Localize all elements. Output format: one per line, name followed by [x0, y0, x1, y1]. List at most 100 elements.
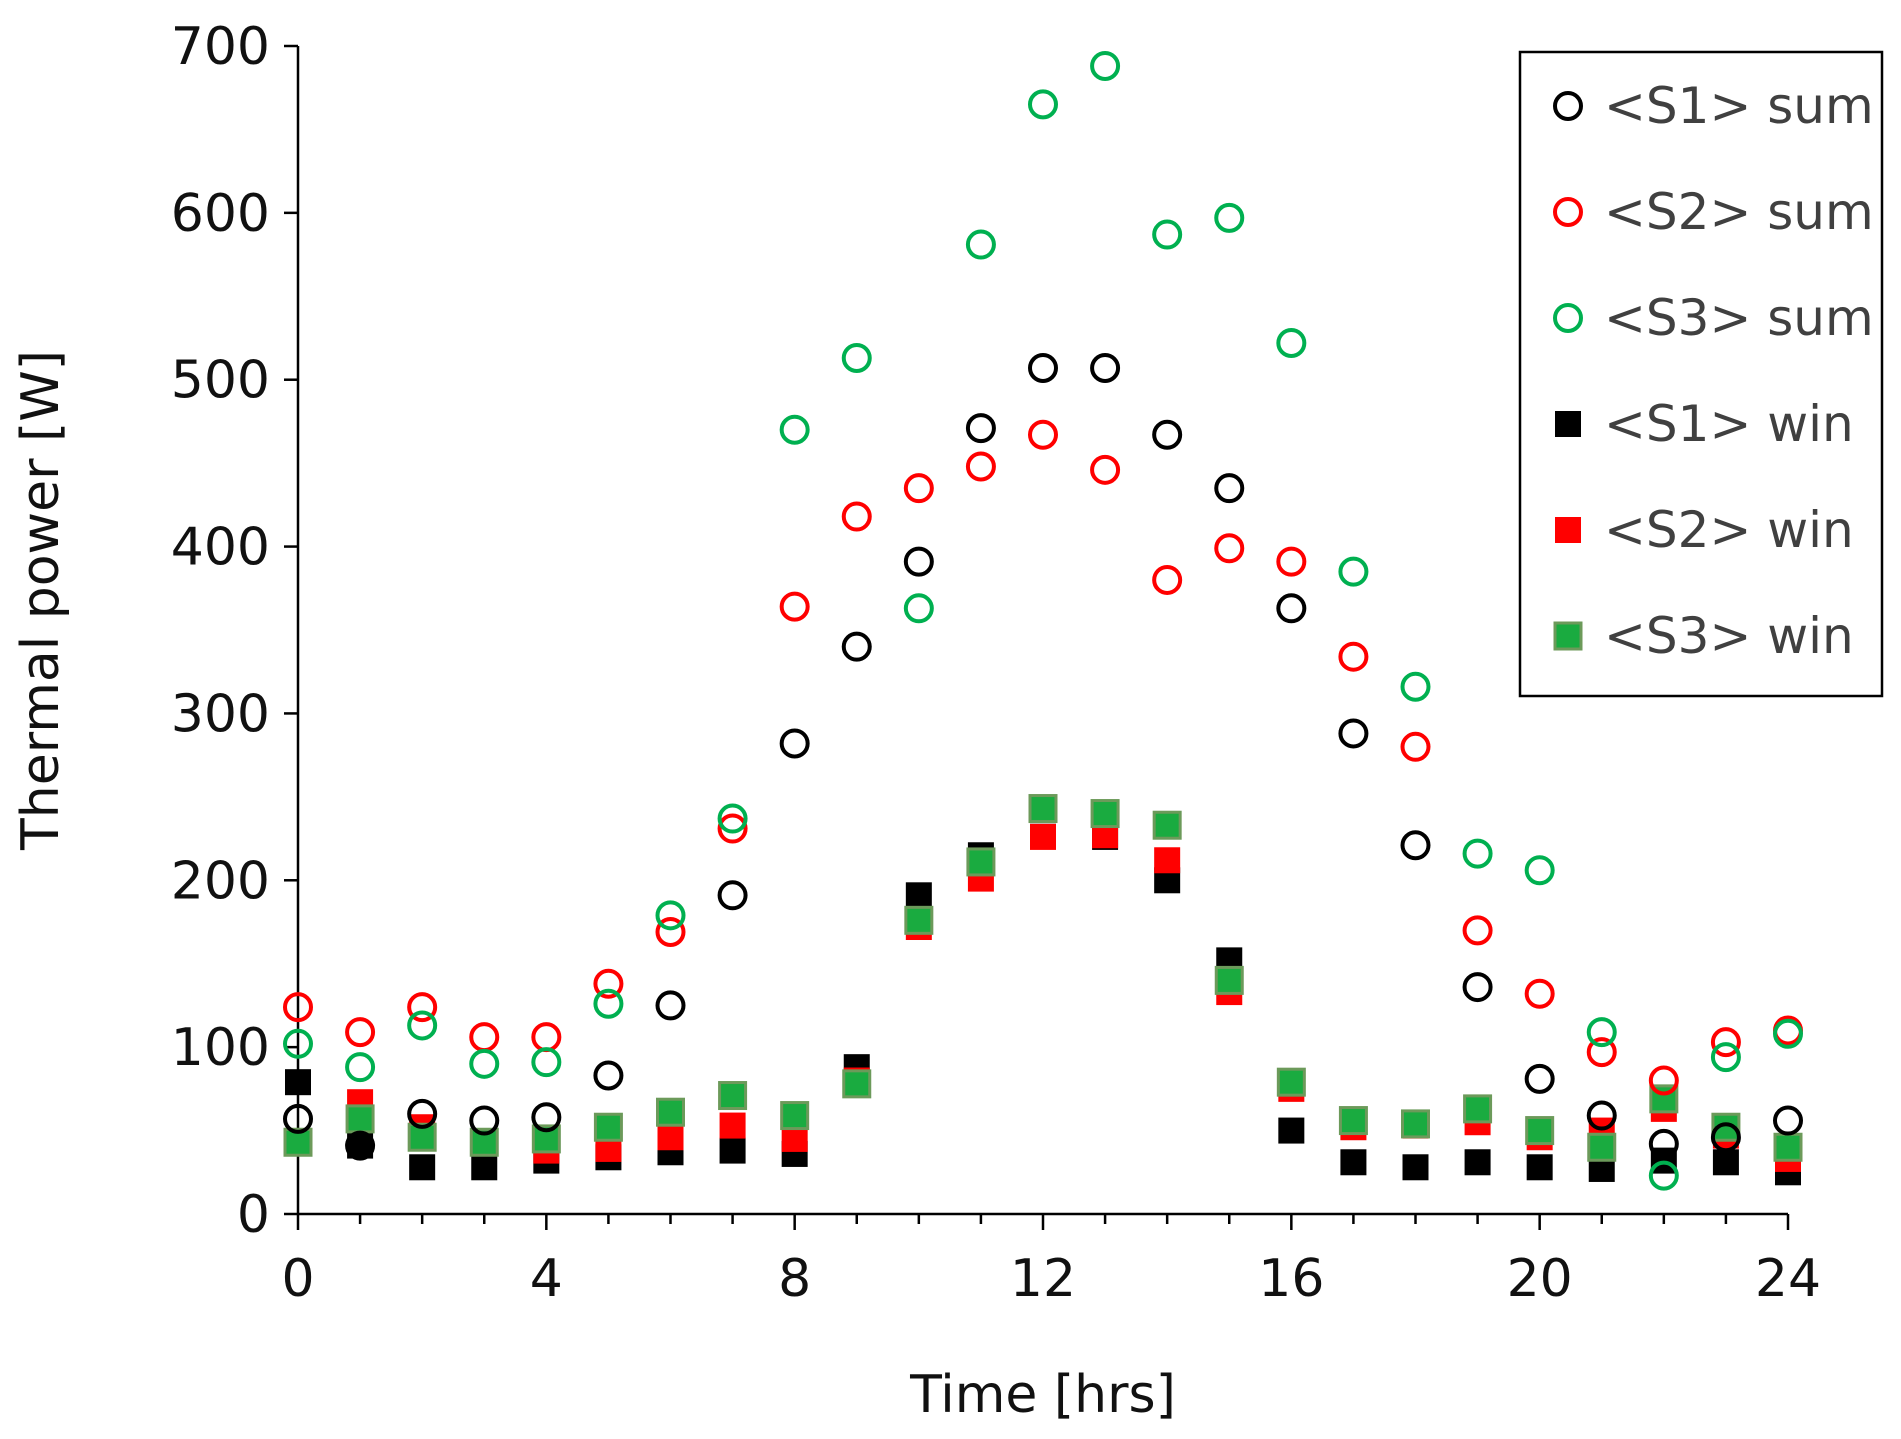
data-point	[1464, 1149, 1491, 1176]
x-tick-label: 24	[1755, 1249, 1821, 1309]
data-point	[1710, 1027, 1741, 1058]
data-point	[1462, 972, 1493, 1003]
data-point	[966, 847, 996, 877]
data-point	[903, 546, 934, 577]
legend-item-s3-win: <S3> win	[1553, 607, 1854, 665]
data-point	[593, 988, 624, 1019]
data-point	[1586, 1037, 1617, 1068]
data-point	[1462, 838, 1493, 869]
legend-marker	[1553, 197, 1583, 227]
data-point	[1463, 1094, 1493, 1124]
data-point	[283, 1028, 313, 1059]
data-point	[1214, 473, 1245, 504]
data-point	[1400, 671, 1431, 702]
legend-item-s1-sum: <S1> sum	[1553, 77, 1874, 135]
data-point	[1090, 353, 1121, 384]
data-point	[841, 343, 872, 374]
data-point	[1278, 1117, 1305, 1144]
data-point	[965, 413, 996, 444]
data-point	[1276, 328, 1307, 359]
data-point	[1276, 1067, 1306, 1097]
x-tick-label: 16	[1258, 1249, 1324, 1309]
y-tick-label: 300	[171, 684, 270, 744]
data-point	[345, 1052, 376, 1083]
series-s3-sum	[283, 51, 1803, 1191]
series-s2-sum	[283, 419, 1803, 1096]
data-point	[1773, 1018, 1803, 1049]
legend-label: <S1> win	[1604, 395, 1854, 453]
data-point	[718, 1081, 748, 1111]
data-point	[655, 917, 686, 948]
series-s1-win	[285, 797, 1801, 1186]
y-tick-label: 200	[171, 851, 270, 911]
data-point	[717, 803, 748, 834]
data-point	[1524, 1063, 1555, 1094]
data-point	[1090, 51, 1121, 82]
legend-item-s3-sum: <S3> sum	[1553, 289, 1874, 347]
legend: <S1> sum <S2> sum <S3> sum <S1> win <S2> win…	[1518, 50, 1884, 698]
legend-marker	[1553, 621, 1583, 651]
x-axis-title: Time [hrs]	[909, 1365, 1176, 1425]
data-point	[409, 1154, 436, 1181]
data-point	[345, 1104, 375, 1134]
data-point	[1030, 823, 1056, 850]
data-point	[903, 593, 934, 624]
data-point	[531, 1047, 562, 1078]
data-point	[780, 1101, 810, 1131]
data-point	[407, 992, 438, 1023]
data-point	[1648, 1065, 1679, 1096]
data-point	[1028, 794, 1058, 824]
data-point	[1154, 847, 1181, 874]
data-point	[842, 1069, 872, 1099]
data-point	[407, 1098, 438, 1129]
y-tick-label: 500	[171, 351, 270, 411]
data-point	[1648, 1160, 1679, 1191]
data-point	[1028, 419, 1058, 450]
data-point	[1276, 546, 1307, 577]
x-tick-label: 4	[530, 1249, 563, 1309]
data-point	[779, 591, 810, 622]
data-point	[1587, 1132, 1617, 1162]
data-point	[593, 1112, 623, 1142]
legend-label: <S3> win	[1604, 607, 1854, 665]
data-point	[1712, 1149, 1739, 1176]
data-point	[1338, 1106, 1368, 1136]
data-point	[1524, 978, 1555, 1009]
data-point	[1773, 1132, 1803, 1162]
data-point	[283, 1103, 313, 1134]
data-point	[469, 1048, 500, 1079]
x-tick-label: 0	[281, 1249, 314, 1309]
series-s2-win	[285, 822, 1801, 1172]
data-point	[657, 1124, 684, 1151]
legend-item-s2-win: <S2> win	[1555, 501, 1854, 559]
series-s3-win	[283, 794, 1803, 1162]
data-point	[1401, 1109, 1430, 1139]
data-point	[285, 1069, 311, 1096]
data-point	[1028, 353, 1058, 384]
data-point	[1525, 1116, 1555, 1146]
data-point	[1152, 219, 1183, 250]
data-point	[1586, 1100, 1617, 1131]
data-point	[965, 451, 996, 482]
data-point	[841, 501, 872, 532]
data-point	[469, 1022, 500, 1053]
x-tick-label: 12	[1010, 1249, 1076, 1309]
legend-label: <S3> sum	[1604, 289, 1874, 347]
legend-label: <S2> sum	[1604, 183, 1874, 241]
data-point	[1338, 641, 1369, 672]
y-tick-label: 400	[171, 518, 270, 578]
data-point	[471, 1154, 498, 1181]
data-point	[531, 1022, 562, 1053]
data-point	[1090, 799, 1120, 829]
data-point	[1526, 1154, 1553, 1181]
data-point	[1152, 419, 1183, 450]
data-point	[1276, 593, 1307, 624]
x-tick-label: 20	[1507, 1249, 1573, 1309]
legend-label: <S1> sum	[1604, 77, 1874, 135]
data-point	[1773, 1105, 1803, 1136]
data-point	[1152, 564, 1183, 595]
data-point	[1710, 1122, 1741, 1153]
data-point	[593, 1060, 624, 1091]
